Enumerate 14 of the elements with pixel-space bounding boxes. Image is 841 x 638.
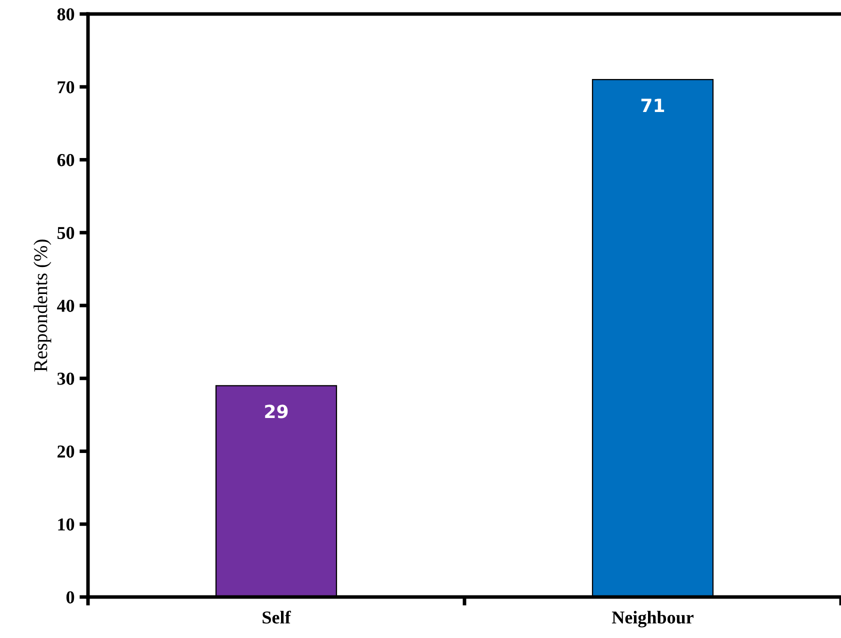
y-axis-title: Respondents (%) bbox=[34, 240, 52, 372]
x-tick-label: Self bbox=[262, 610, 291, 624]
y-tick-label: 60 bbox=[57, 154, 74, 166]
y-tick-label: 20 bbox=[58, 446, 74, 458]
data-label: 29 bbox=[265, 404, 288, 418]
x-tick-label: Neighbour bbox=[612, 610, 694, 628]
y-tick-label: 40 bbox=[57, 300, 74, 312]
y-tick-label: 0 bbox=[66, 591, 74, 604]
y-tick-label: 10 bbox=[58, 518, 74, 531]
data-label: 71 bbox=[641, 98, 664, 112]
y-tick-label: 70 bbox=[58, 81, 74, 94]
y-tick-label: 50 bbox=[57, 226, 74, 240]
y-tick-label: 30 bbox=[57, 372, 74, 385]
y-tick-label: 80 bbox=[57, 8, 74, 20]
